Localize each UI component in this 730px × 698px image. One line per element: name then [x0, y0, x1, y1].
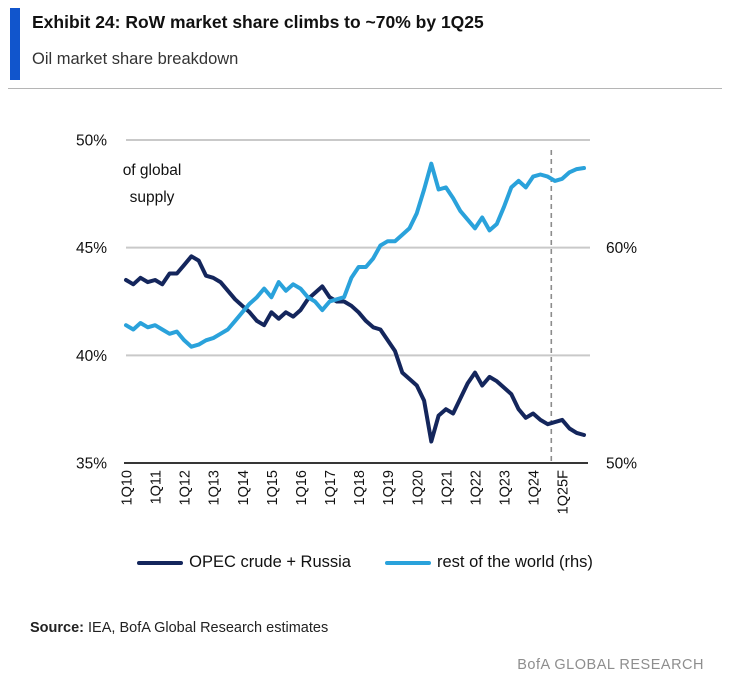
left-axis-label: 35% [76, 456, 107, 473]
right-axis-label: 50% [606, 456, 637, 473]
annotation-of-global-supply: of global [123, 162, 182, 179]
x-tick-label: 1Q21 [439, 470, 455, 505]
x-tick-label: 1Q19 [381, 470, 397, 505]
x-tick-label: 1Q11 [149, 470, 165, 504]
x-tick-label: 1Q14 [236, 470, 252, 505]
left-axis-label: 45% [76, 240, 107, 257]
x-tick-label: 1Q15 [265, 470, 281, 505]
annotation-of-global-supply: supply [130, 189, 175, 206]
x-tick-label: 1Q10 [120, 470, 136, 505]
exhibit-title: Exhibit 24: RoW market share climbs to ~… [32, 12, 484, 32]
opec-series-line [124, 254, 586, 444]
legend: OPEC crude + Russia rest of the world (r… [0, 553, 730, 572]
left-axis-label: 50% [76, 133, 107, 150]
x-tick-label: 1Q18 [352, 470, 368, 505]
source-text: IEA, BofA Global Research estimates [84, 620, 329, 636]
x-tick-label: 1Q25F [556, 470, 572, 514]
opec-line-swatch [137, 560, 184, 565]
x-tick-label: 1Q22 [468, 470, 484, 505]
row-series-line [124, 161, 586, 349]
exhibit-subtitle: Oil market share breakdown [32, 50, 239, 68]
accent-bar [10, 8, 20, 80]
right-axis-label: 60% [606, 240, 637, 257]
legend-label-opec: OPEC crude + Russia [189, 553, 351, 571]
source-line: Source: IEA, BofA Global Research estima… [30, 620, 328, 636]
line-chart: 50% 45% 40% 35% 60% 50% of global supply 1Q10 1Q1… [76, 133, 637, 515]
x-tick-label: 1Q17 [323, 470, 339, 505]
x-tick-label: 1Q16 [294, 470, 310, 505]
x-tick-label: 1Q13 [207, 470, 223, 505]
source-label: Source: [30, 620, 84, 636]
row-line-swatch [384, 560, 431, 565]
x-tick-label: 1Q24 [527, 470, 543, 505]
x-tick-label: 1Q12 [178, 470, 194, 505]
legend-label-row: rest of the world (rhs) [436, 553, 593, 571]
x-tick-label: 1Q23 [498, 470, 514, 505]
brand-footer: BofA GLOBAL RESEARCH [517, 657, 704, 673]
legend-item-opec: OPEC crude + Russia [137, 553, 351, 572]
legend-item-row: rest of the world (rhs) [384, 553, 593, 572]
header-divider [8, 88, 722, 89]
left-axis-label: 40% [76, 348, 107, 365]
x-tick-label: 1Q20 [410, 470, 426, 505]
